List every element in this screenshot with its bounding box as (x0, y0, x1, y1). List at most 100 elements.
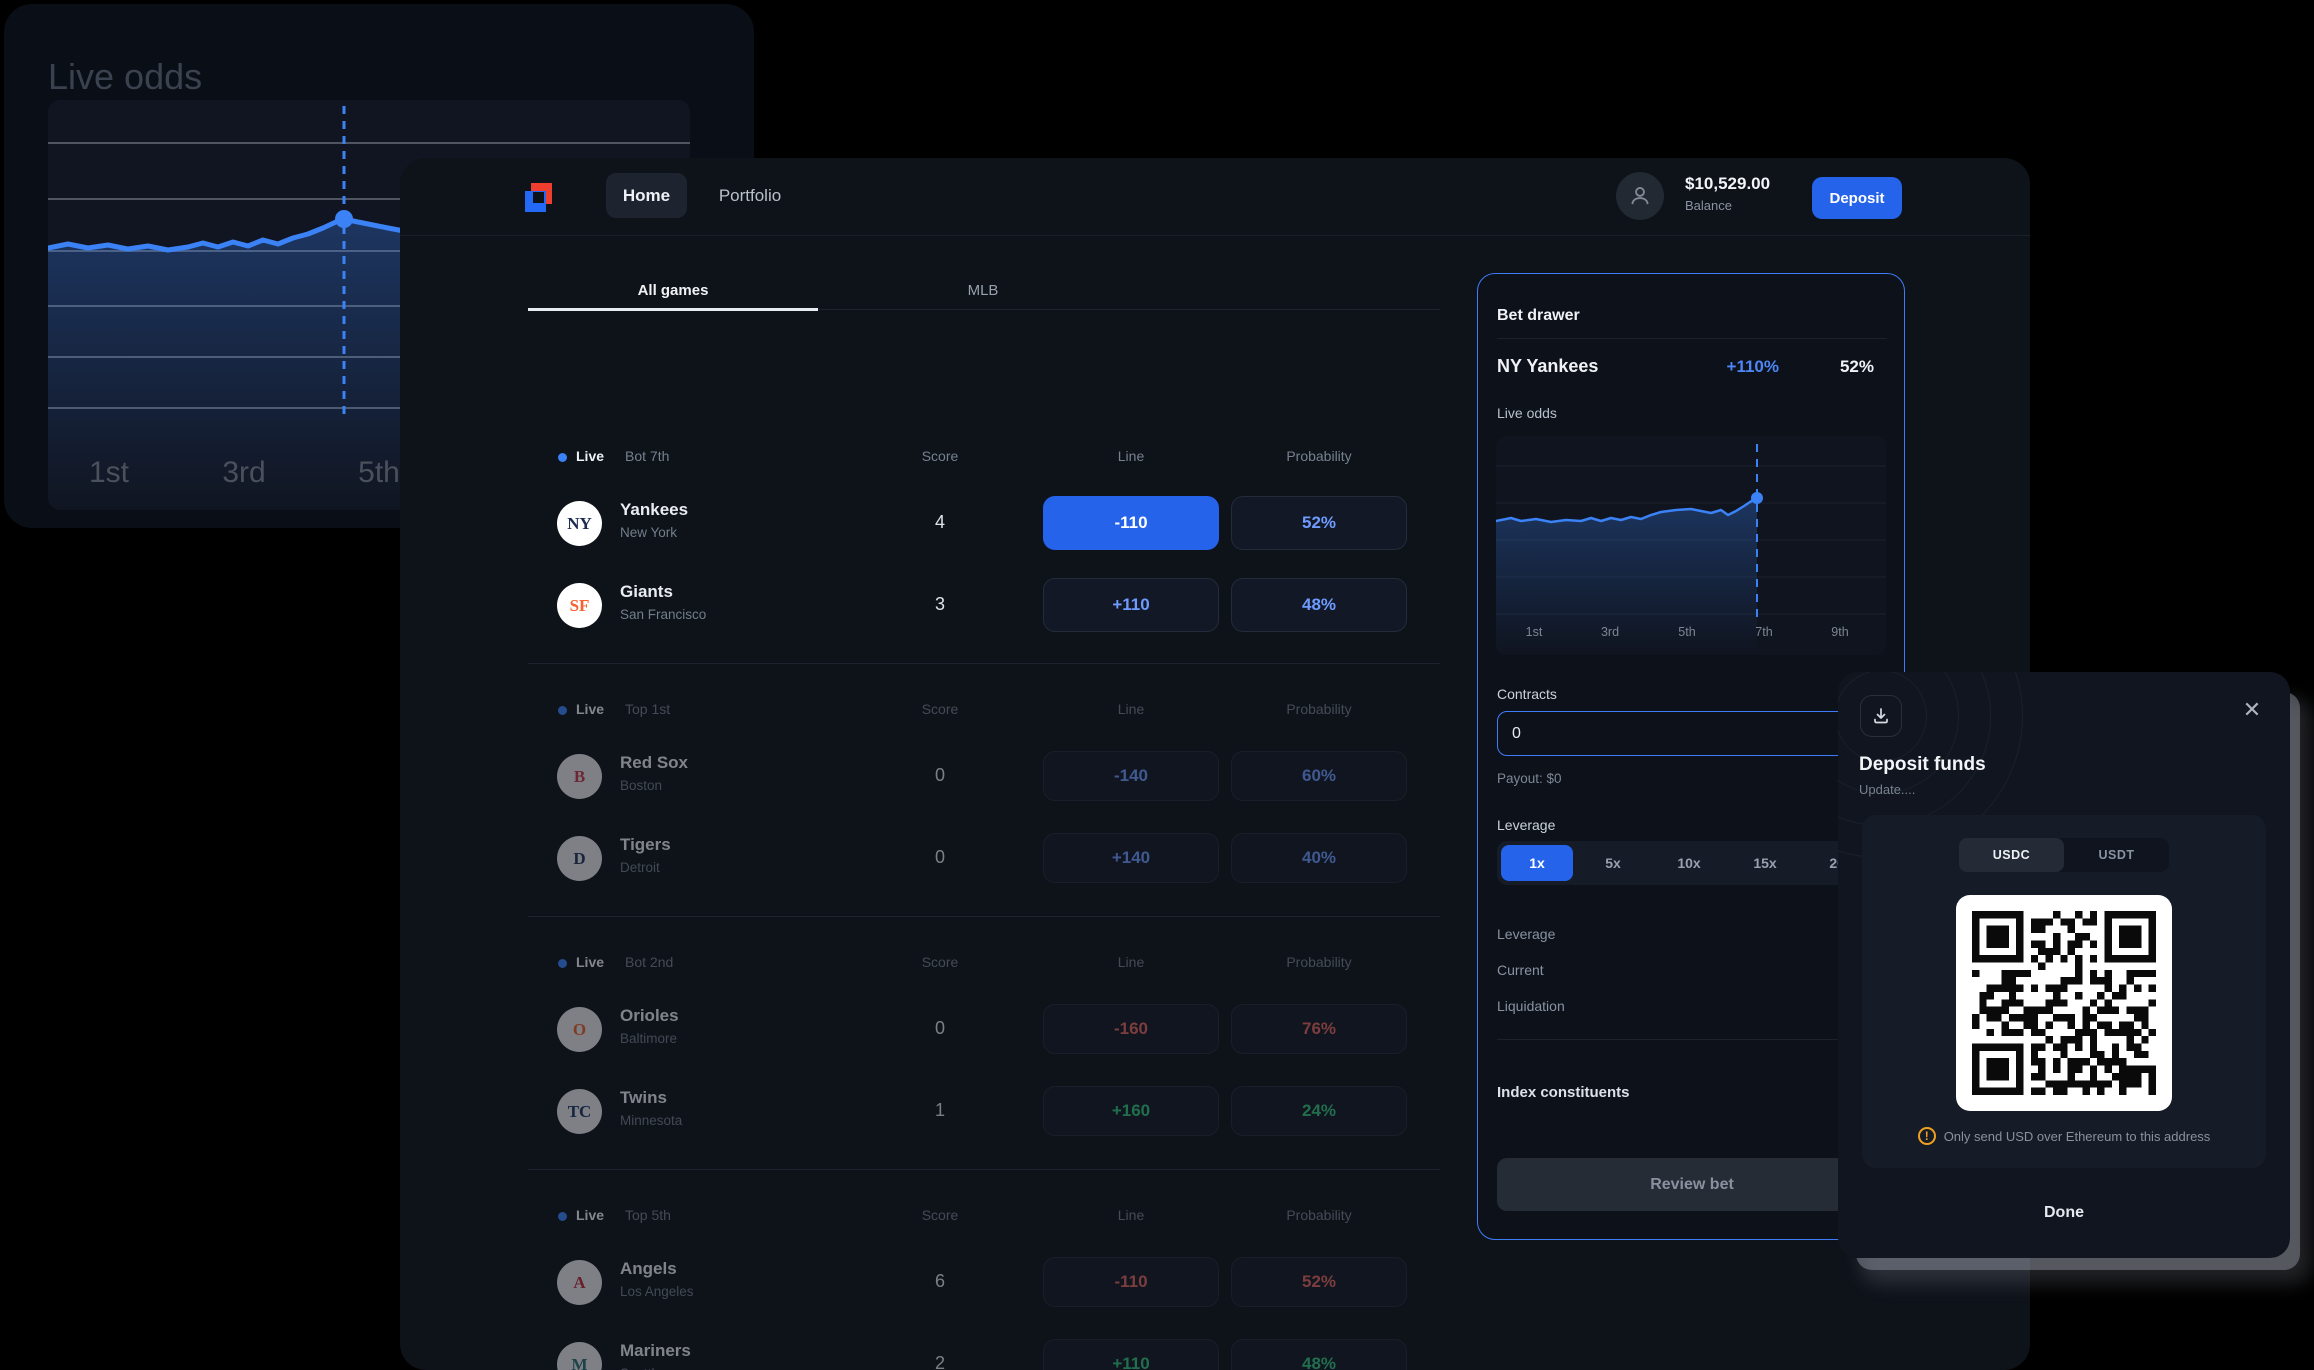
team-name: Angels (620, 1259, 677, 1278)
team-row: SF Giants San Francisco 3 +110 48% (528, 563, 1440, 647)
x-tick-label: 3rd (1600, 625, 1620, 639)
active-tab-underline (528, 308, 818, 311)
selected-odds: +110% (1726, 357, 1779, 376)
team-name-block: Yankees New York (620, 500, 688, 540)
team-name-block: Mariners Seattle (620, 1341, 691, 1370)
column-header-line: Line (1117, 954, 1145, 970)
leverage-label: Leverage (1497, 817, 1556, 833)
leverage-option-10x[interactable]: 10x (1653, 845, 1725, 881)
live-dot (558, 453, 567, 462)
team-name: Mariners (620, 1341, 691, 1360)
line-button[interactable]: +110 (1043, 1339, 1219, 1370)
team-city: Minnesota (620, 1113, 683, 1128)
download-icon-button[interactable] (1860, 695, 1902, 737)
app-window: Home Portfolio $10,529.00 Balance Deposi… (400, 158, 2030, 1370)
modal-subtitle: Update.... (1859, 782, 1916, 797)
team-row: NY Yankees New York 4 -110 52% (528, 481, 1440, 565)
team-row: O Orioles Baltimore 0 -160 76% (528, 987, 1440, 1071)
team-name-block: Tigers Detroit (620, 835, 671, 875)
line-button[interactable]: +140 (1043, 833, 1219, 883)
line-button[interactable]: -160 (1043, 1004, 1219, 1054)
x-tick-label: 5th (1678, 625, 1696, 639)
column-header-probability: Probability (1286, 448, 1352, 464)
column-header-score: Score (921, 954, 959, 970)
probability-button[interactable]: 60% (1231, 751, 1407, 801)
probability-button[interactable]: 48% (1231, 578, 1407, 632)
currency-tab-usdc[interactable]: USDC (1959, 838, 2064, 872)
line-button[interactable]: +160 (1043, 1086, 1219, 1136)
probability-button[interactable]: 52% (1231, 496, 1407, 550)
bet-drawer-title: Bet drawer (1497, 307, 1580, 324)
leverage-option-15x[interactable]: 15x (1729, 845, 1801, 881)
team-logo: B (557, 754, 602, 799)
x-tick-label: 5th (358, 456, 400, 489)
game-groups: Live Bot 7th Score Line Probability NY Yankees… (528, 431, 1440, 1370)
team-logo: M (557, 1342, 602, 1370)
team-row: M Mariners Seattle 2 +110 48% (528, 1322, 1440, 1370)
team-name-block: Orioles Baltimore (620, 1006, 679, 1046)
column-header-score: Score (921, 1207, 959, 1223)
team-name: Tigers (620, 835, 671, 854)
line-button[interactable]: -110 (1043, 1257, 1219, 1307)
deposit-button[interactable]: Deposit (1812, 177, 1902, 219)
balance-label: Balance (1685, 198, 1732, 213)
team-logo: SF (557, 583, 602, 628)
team-logo: A (557, 1260, 602, 1305)
live-dot (558, 706, 567, 715)
balance-value: $10,529.00 (1685, 174, 1771, 193)
team-score: 3 (934, 594, 945, 614)
nav-tab-home[interactable]: Home (606, 173, 687, 218)
column-header-score: Score (921, 448, 959, 464)
bet-drawer: Bet drawer NY Yankees +110% 52% Live odd… (1477, 273, 1905, 1240)
line-button[interactable]: +110 (1043, 578, 1219, 632)
tab-all-games[interactable]: All games (528, 272, 818, 308)
close-icon[interactable]: ✕ (2238, 696, 2266, 724)
line-button[interactable]: -110 (1043, 496, 1219, 550)
team-city: Baltimore (620, 1031, 678, 1046)
live-label: Live (576, 448, 605, 464)
currency-tab-usdt[interactable]: USDT (2064, 838, 2169, 872)
done-button[interactable]: Done (1838, 1204, 2290, 1222)
column-header-probability: Probability (1286, 1207, 1352, 1223)
line-button[interactable]: -140 (1043, 751, 1219, 801)
x-tick-label: 1st (1525, 625, 1543, 639)
probability-button[interactable]: 52% (1231, 1257, 1407, 1307)
leverage-option-1x[interactable]: 1x (1501, 845, 1573, 881)
column-header-probability: Probability (1286, 954, 1352, 970)
probability-button[interactable]: 76% (1231, 1004, 1407, 1054)
qr-code (1956, 895, 2172, 1111)
group-header: Live Top 1st Score Line Probability (528, 700, 1440, 720)
detail-row-liquidation: Liquidation (1497, 998, 1565, 1014)
probability-button[interactable]: 48% (1231, 1339, 1407, 1370)
contracts-input[interactable] (1497, 711, 1887, 756)
team-row: B Red Sox Boston 0 -140 60% (528, 734, 1440, 818)
team-name: Red Sox (620, 753, 689, 772)
tab-mlb[interactable]: MLB (908, 272, 1058, 308)
inning-label: Bot 7th (625, 448, 670, 464)
team-city: Los Angeles (620, 1284, 694, 1299)
detail-row-current: Current (1497, 962, 1544, 978)
team-score: 2 (934, 1353, 945, 1370)
warning-icon: ! (1917, 1127, 1936, 1145)
nav-tab-portfolio[interactable]: Portfolio (705, 173, 795, 218)
column-header-line: Line (1117, 701, 1145, 717)
team-name: Giants (620, 582, 673, 601)
drawer-live-odds-chart: 1st 3rd 5th 7th 9th (1496, 436, 1886, 655)
avatar[interactable] (1616, 172, 1664, 220)
leverage-option-5x[interactable]: 5x (1577, 845, 1649, 881)
leverage-segmented-control: 1x5x10x15x20x (1497, 841, 1887, 885)
x-tick-label: 1st (88, 456, 130, 489)
review-bet-button[interactable]: Review bet (1497, 1158, 1887, 1211)
x-tick-label: 7th (1755, 625, 1773, 639)
selected-team: NY Yankees (1497, 356, 1599, 376)
team-score: 0 (934, 765, 945, 785)
probability-button[interactable]: 24% (1231, 1086, 1407, 1136)
probability-button[interactable]: 40% (1231, 833, 1407, 883)
x-tick-label: 3rd (222, 456, 266, 489)
live-odds-card-title: Live odds (48, 56, 203, 97)
team-name-block: Angels Los Angeles (620, 1259, 694, 1299)
team-city: New York (620, 525, 678, 540)
inning-label: Top 1st (625, 701, 671, 717)
live-dot (558, 1212, 567, 1221)
group-header: Live Bot 7th Score Line Probability (528, 447, 1440, 467)
